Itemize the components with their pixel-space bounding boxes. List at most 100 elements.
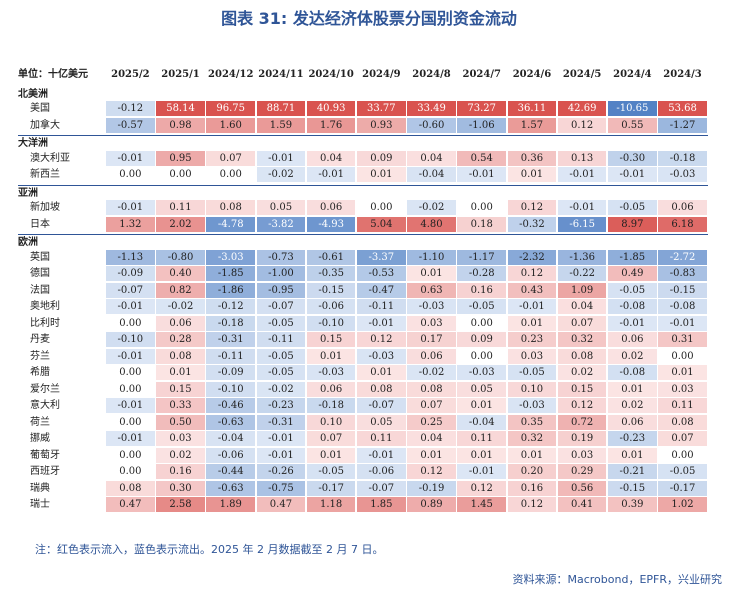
heatmap-cell: 0.08 [156, 348, 205, 364]
heatmap-cell: -0.01 [106, 299, 155, 314]
heatmap-cell: -0.61 [306, 249, 356, 265]
heatmap-cell: -0.57 [106, 117, 155, 133]
heatmap-cell: 0.08 [357, 381, 406, 397]
heatmap-cell: 0.00 [357, 200, 406, 215]
heatmap-cell: -0.06 [306, 299, 356, 314]
heatmap-cell: -0.01 [457, 464, 507, 479]
column-header: 2024/12 [208, 69, 254, 80]
heatmap-cell: 0.30 [156, 480, 205, 496]
heatmap-cell: 0.09 [457, 332, 507, 347]
heatmap-cell: -0.01 [357, 447, 406, 463]
heatmap-cell: -0.17 [306, 480, 356, 496]
heatmap-cell: 0.01 [507, 167, 557, 182]
heatmap-cell: -0.01 [457, 167, 507, 182]
heatmap-cell: 0.16 [457, 282, 507, 298]
column-header: 2024/8 [412, 69, 451, 80]
heatmap-cell: 0.11 [457, 431, 507, 446]
heatmap-cell: -0.07 [256, 299, 306, 314]
group-divider [18, 184, 709, 186]
heatmap-cell: -0.28 [457, 266, 507, 281]
heatmap-cell: -3.82 [256, 216, 306, 232]
heatmap-cell: -2.72 [658, 249, 707, 265]
heatmap-cell: 0.12 [407, 464, 456, 479]
heatmap-cell: 0.03 [507, 348, 557, 364]
heatmap-cell: -0.02 [407, 365, 456, 380]
row-label: 西班牙 [30, 466, 60, 477]
heatmap-cell: 0.15 [557, 381, 607, 397]
heatmap-cell: 0.06 [608, 414, 657, 430]
heatmap-cell: 0.00 [457, 348, 507, 364]
heatmap-cell: -0.01 [306, 167, 356, 182]
heatmap-cell: 0.00 [106, 315, 155, 331]
heatmap-cell: -0.05 [608, 200, 657, 215]
row-label: 法国 [30, 284, 50, 296]
heatmap-cell: -0.26 [256, 464, 306, 479]
heatmap-cell: 0.16 [507, 480, 557, 496]
heatmap-cell: -0.01 [256, 431, 306, 446]
heatmap-cell: -0.03 [306, 365, 356, 380]
heatmap-cell: -0.01 [106, 431, 155, 446]
heatmap-cell: -0.18 [206, 315, 256, 331]
heatmap-cell: -0.04 [206, 431, 256, 446]
heatmap-cell: 0.12 [507, 266, 557, 281]
heatmap-cell: -1.85 [206, 266, 256, 281]
heatmap-cell: 42.69 [557, 101, 607, 116]
heatmap-cell: 0.00 [106, 381, 155, 397]
heatmap-cell: 0.06 [156, 315, 205, 331]
chart-note: 注：红色表示流入，蓝色表示流出。2025 年 2 月数据截至 2 月 7 日。 [35, 543, 384, 556]
column-header: 2024/7 [462, 69, 501, 80]
heatmap-cell: -0.63 [206, 480, 256, 496]
heatmap-cell: 0.06 [306, 381, 356, 397]
heatmap-cell: -0.17 [658, 480, 707, 496]
heatmap-cell: 33.77 [357, 101, 406, 116]
heatmap-cell: 0.17 [407, 332, 456, 347]
heatmap-cell: 0.01 [507, 447, 557, 463]
heatmap-cell: 0.20 [507, 464, 557, 479]
heatmap-cell: -10.65 [608, 101, 657, 116]
heatmap-cell: -0.10 [206, 381, 256, 397]
heatmap-cell: -0.09 [106, 266, 155, 281]
heatmap-cell: 1.02 [658, 497, 707, 512]
heatmap-cell: 1.45 [457, 497, 507, 512]
heatmap-cell: -1.06 [457, 117, 507, 133]
heatmap-cell: -0.05 [256, 348, 306, 364]
heatmap-cell: -0.01 [608, 315, 657, 331]
heatmap-cell: 0.03 [658, 381, 707, 397]
heatmap-cell: -0.02 [156, 299, 205, 314]
column-header: 2025/1 [161, 69, 200, 80]
heatmap-cell: 0.03 [407, 315, 456, 331]
heatmap-cell: -0.80 [156, 249, 205, 265]
heatmap-cell: -1.85 [608, 249, 657, 265]
group-divider [18, 234, 709, 235]
heatmap-cell: -4.93 [306, 216, 356, 232]
heatmap-cell: -0.53 [357, 266, 406, 281]
heatmap-cell: 1.57 [507, 117, 557, 133]
heatmap-cell: 0.09 [357, 150, 406, 166]
heatmap-cell: -0.06 [206, 447, 256, 463]
heatmap-cell: -0.02 [407, 200, 456, 215]
heatmap-cell: 0.12 [557, 117, 607, 133]
heatmap-cell: -0.01 [106, 150, 155, 166]
heatmap-cell: 0.00 [457, 315, 507, 331]
heatmap-cell: -0.73 [256, 249, 306, 265]
heatmap-cell: -1.36 [557, 249, 607, 265]
heatmap-cell: -0.95 [256, 282, 306, 298]
row-label: 澳大利亚 [30, 152, 70, 164]
row-label: 挪威 [30, 433, 50, 444]
row-label: 美国 [30, 103, 50, 114]
heatmap-cell: 0.07 [407, 398, 456, 413]
heatmap-cell: 0.02 [557, 365, 607, 380]
heatmap-cell: 0.08 [407, 381, 456, 397]
heatmap-cell: 53.68 [658, 101, 707, 116]
heatmap-cell: -0.03 [357, 348, 406, 364]
heatmap-cell: -0.63 [206, 414, 256, 430]
heatmap-cell: 1.18 [306, 497, 356, 512]
heatmap-cell: -0.03 [507, 398, 557, 413]
row-label: 葡萄牙 [30, 449, 60, 461]
heatmap-cell: 0.15 [306, 332, 356, 347]
heatmap-cell: -0.05 [658, 464, 707, 479]
heatmap-cell: -0.01 [256, 447, 306, 463]
heatmap-cell: -0.11 [357, 299, 406, 314]
heatmap-cell: 1.32 [106, 216, 155, 232]
heatmap-cell: -0.21 [608, 464, 657, 479]
